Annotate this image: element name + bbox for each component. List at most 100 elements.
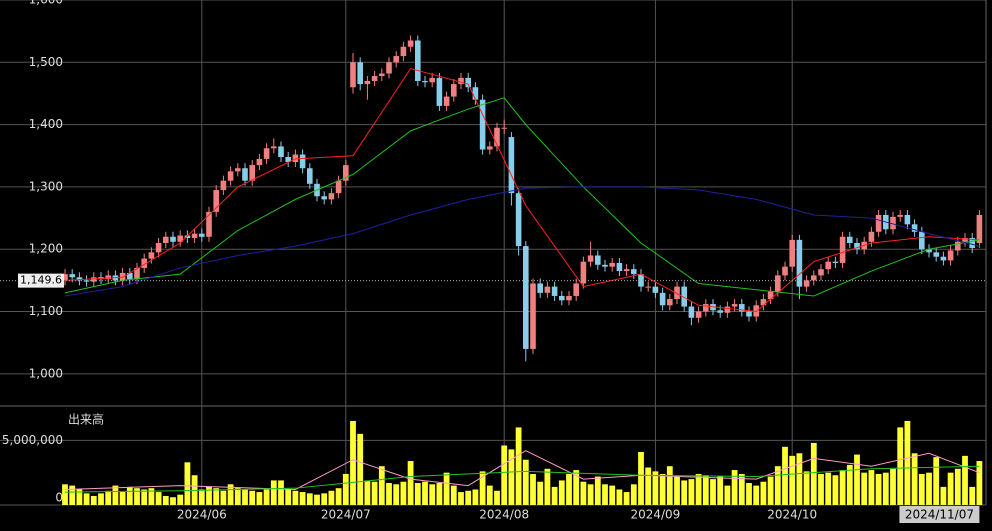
candle-body xyxy=(681,286,687,307)
candle-body xyxy=(328,193,335,200)
candle-body xyxy=(227,171,234,181)
candle-body xyxy=(235,168,241,172)
volume-bar xyxy=(198,489,205,505)
candle-body xyxy=(91,277,97,282)
y-tick-label: 1,400 xyxy=(29,117,63,131)
volume-bar xyxy=(472,489,479,505)
volume-bar xyxy=(234,488,241,505)
candle-body xyxy=(760,299,767,306)
volume-bar xyxy=(875,473,882,505)
candle-body xyxy=(213,190,219,212)
candle-body xyxy=(825,261,831,270)
candle-body xyxy=(976,214,983,243)
volume-bar xyxy=(393,484,400,505)
volume-bar xyxy=(652,471,659,505)
candle-body xyxy=(947,250,954,261)
candle-body xyxy=(602,264,608,267)
candle-body xyxy=(580,261,587,284)
volume-bar xyxy=(976,461,983,505)
candle-body xyxy=(933,252,939,257)
volume-bar xyxy=(141,489,148,505)
volume-bar xyxy=(134,488,140,505)
candle-body xyxy=(854,243,860,250)
volume-bar xyxy=(616,489,623,505)
volume-bar xyxy=(285,489,292,505)
volume-bar xyxy=(479,471,486,505)
y-tick-label: 0 xyxy=(55,491,63,505)
candle-body xyxy=(515,193,522,247)
volume-bar xyxy=(580,481,587,505)
volume-bar xyxy=(486,485,493,505)
candle-body xyxy=(724,306,731,313)
candle-body xyxy=(299,154,306,169)
candle-body xyxy=(789,239,795,267)
volume-bar xyxy=(738,473,745,505)
volume-bar xyxy=(342,473,349,505)
volume-bar xyxy=(501,445,508,505)
candle-body xyxy=(969,238,975,248)
ma-line xyxy=(64,465,980,493)
volume-bar xyxy=(882,472,889,505)
volume-bar xyxy=(119,492,126,505)
volume-bar xyxy=(378,466,385,505)
candle-body xyxy=(897,214,903,217)
ma-line xyxy=(64,450,980,490)
candle-body xyxy=(364,81,371,85)
volume-bar xyxy=(321,493,328,505)
candle-body xyxy=(292,154,299,162)
y-tick-label: 1,500 xyxy=(29,55,63,69)
candle-body xyxy=(407,40,414,47)
volume-bar xyxy=(587,484,594,505)
volume-bar xyxy=(227,484,234,505)
volume-bar xyxy=(674,476,680,505)
volume-bar xyxy=(717,476,724,505)
candle-body xyxy=(119,272,126,281)
candle-body xyxy=(335,180,342,194)
candle-body xyxy=(422,81,428,83)
volume-bar xyxy=(810,442,817,505)
candle-body xyxy=(321,196,327,200)
candle-body xyxy=(530,283,536,349)
volume-bar xyxy=(767,476,774,505)
candle-body xyxy=(148,252,155,259)
candle-body xyxy=(940,256,947,261)
volume-bar xyxy=(782,446,788,505)
volume-bar xyxy=(206,486,212,505)
x-tick-label: 2024/06 xyxy=(177,508,227,522)
volume-bar xyxy=(645,467,652,505)
candle-body xyxy=(429,77,435,83)
candle-body xyxy=(544,286,551,293)
candle-body xyxy=(839,236,846,263)
price-marker-label: 1,149.6 xyxy=(20,274,62,287)
candle-body xyxy=(415,40,421,81)
candle-body xyxy=(458,77,464,85)
candle-body xyxy=(307,168,313,184)
candle-body xyxy=(242,168,248,181)
volume-bar xyxy=(407,461,414,505)
volume-bar xyxy=(335,488,342,505)
volume-bar xyxy=(292,490,299,505)
candle-body xyxy=(443,96,450,106)
volume-bar xyxy=(789,455,796,505)
volume-bar xyxy=(911,453,918,505)
candle-body xyxy=(731,304,738,307)
y-tick-label: 1,100 xyxy=(29,304,63,318)
y-tick-label: 1,600 xyxy=(29,0,63,7)
volume-bar xyxy=(522,459,529,505)
candle-body xyxy=(667,299,673,306)
candle-body xyxy=(962,238,968,242)
volume-bar xyxy=(796,453,803,505)
volume-bar xyxy=(184,462,191,505)
candle-body xyxy=(105,275,111,280)
candle-body xyxy=(616,262,623,272)
volume-bar xyxy=(350,420,356,505)
candle-body xyxy=(904,214,911,225)
volume-bar xyxy=(537,481,544,505)
candle-body xyxy=(803,280,810,287)
volume-bar xyxy=(328,490,335,505)
price-marker-box xyxy=(18,273,64,288)
candle-body xyxy=(379,73,385,77)
candle-body xyxy=(674,286,680,300)
y-tick-label: 1,000 xyxy=(29,366,63,380)
